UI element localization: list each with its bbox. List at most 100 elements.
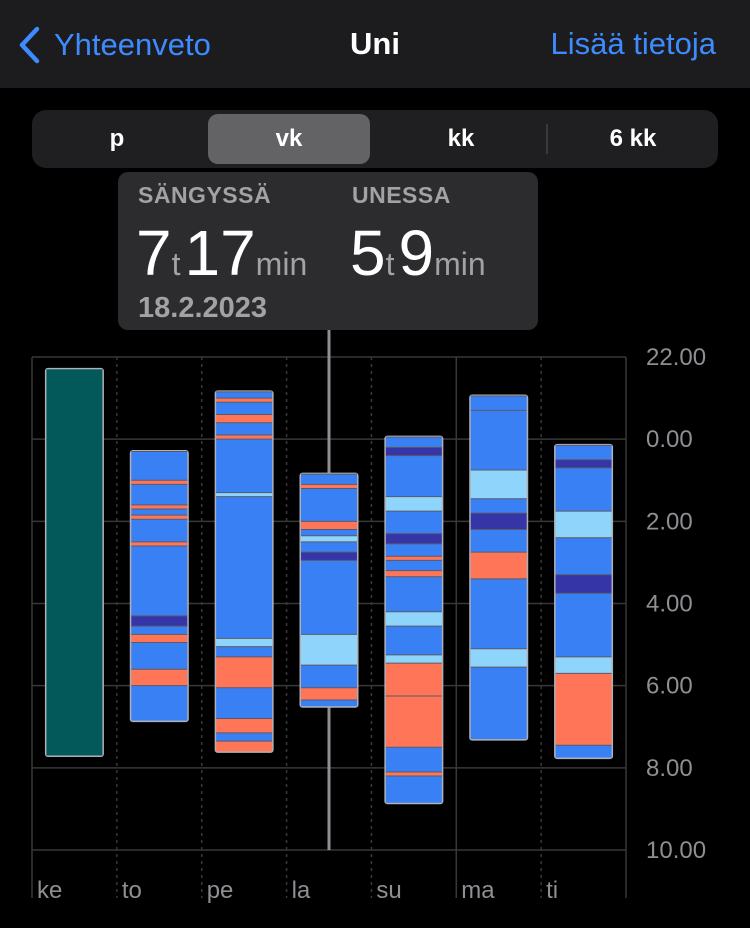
- sleep-stage-segment: [555, 467, 612, 512]
- sleep-stage-segment: [555, 574, 612, 594]
- sleep-stage-segment: [131, 480, 188, 485]
- asleep-hours: 5: [350, 217, 386, 289]
- minute-unit: min: [434, 246, 486, 282]
- sleep-stage-segment: [131, 509, 188, 516]
- sleep-stage-segment: [470, 396, 527, 411]
- sleep-stage-segment: [385, 654, 442, 664]
- sleep-stage-segment: [216, 422, 273, 436]
- sleep-stage-segment: [131, 451, 188, 481]
- period-segmented-control: p vk kk 6 kk: [32, 110, 718, 168]
- sleep-stage-segment: [216, 435, 273, 440]
- sleep-stage-segment: [131, 504, 188, 510]
- sleep-stage-segment: [46, 369, 103, 756]
- selected-date: 18.2.2023: [138, 292, 268, 324]
- page-title: Uni: [350, 26, 400, 61]
- sleep-stage-segment: [216, 492, 273, 497]
- sleep-stage-segment: [385, 496, 442, 512]
- sleep-stage-segment: [301, 535, 357, 542]
- sleep-stage-segment: [470, 667, 527, 740]
- sleep-stage-segment: [385, 533, 442, 544]
- segment-month[interactable]: kk: [447, 125, 475, 152]
- sleep-stage-segment: [385, 556, 442, 561]
- sleep-stage-segment: [301, 634, 357, 666]
- x-tick-label: pe: [207, 877, 234, 904]
- sleep-stage-segment: [131, 484, 188, 505]
- sleep-stage-segment: [216, 646, 273, 657]
- selection-tooltip: SÄNGYSSÄ 7 t 17 min UNESSA 5 t 9 min 18.…: [118, 172, 538, 330]
- minute-unit: min: [255, 246, 308, 282]
- sleep-stage-segment: [470, 648, 527, 668]
- sleep-stage-segment: [385, 437, 442, 448]
- in-bed-label: SÄNGYSSÄ: [138, 182, 272, 208]
- x-tick-label: su: [376, 877, 401, 904]
- asleep-minutes: 9: [398, 217, 435, 289]
- add-data-button[interactable]: Lisää tietoja: [550, 26, 716, 61]
- back-button[interactable]: Yhteenveto: [18, 24, 211, 66]
- sleep-stage-segment: [131, 541, 188, 546]
- sleep-stage-segment: [131, 615, 188, 627]
- sleep-stage-segment: [216, 656, 273, 688]
- sleep-stage-segment: [470, 513, 527, 530]
- sleep-stage-segment: [385, 447, 442, 456]
- y-tick-label: 8.00: [646, 755, 693, 782]
- sleep-stage-segment: [385, 626, 442, 655]
- segment-day[interactable]: p: [109, 125, 125, 152]
- sleep-stage-segment: [216, 741, 273, 752]
- x-tick-label: to: [122, 877, 142, 904]
- sleep-stage-segment: [301, 484, 357, 489]
- sleep-stage-segment: [301, 665, 357, 688]
- sleep-stage-segment: [216, 496, 273, 639]
- sleep-stage-segment: [555, 459, 612, 468]
- sleep-stage-segment: [131, 685, 188, 721]
- segment-six-months[interactable]: 6 kk: [609, 125, 657, 152]
- sleep-stage-segment: [216, 718, 273, 733]
- sleep-stage-segment: [131, 515, 188, 520]
- x-tick-label: ma: [461, 877, 495, 904]
- sleep-stage-segment: [301, 529, 357, 536]
- sleep-stage-segment: [301, 560, 357, 635]
- y-tick-label: 4.00: [646, 591, 693, 618]
- sleep-stage-segment: [555, 593, 612, 657]
- sleep-stage-segment: [301, 541, 357, 553]
- y-tick-label: 10.00: [646, 837, 706, 864]
- sleep-stage-segment: [385, 455, 442, 497]
- sleep-stage-segment: [216, 732, 273, 742]
- sleep-stage-segment: [470, 529, 527, 553]
- x-tick-label: ti: [546, 877, 558, 904]
- sleep-stage-segment: [385, 543, 442, 557]
- in-bed-value: 7 t 17 min: [136, 216, 311, 290]
- segment-week[interactable]: vk: [208, 114, 370, 164]
- sleep-stage-segment: [216, 439, 273, 493]
- sleep-stage-segment: [385, 576, 442, 612]
- sleep-stage-segment: [385, 771, 442, 777]
- segment-divider: [546, 124, 548, 154]
- sleep-stage-segment: [216, 391, 273, 399]
- sleep-stage-segment: [301, 700, 357, 707]
- chevron-left-icon: [19, 26, 40, 64]
- sleep-stage-segment: [131, 669, 188, 686]
- back-label: Yhteenveto: [54, 27, 211, 62]
- y-tick-label: 2.00: [646, 508, 693, 535]
- sleep-stage-segment: [216, 414, 273, 423]
- sleep-stage-segment: [301, 687, 357, 701]
- sleep-stage-segment: [385, 611, 442, 627]
- sleep-stage-segment: [216, 398, 273, 403]
- sleep-stage-segment: [555, 445, 612, 460]
- sleep-stage-segment: [131, 626, 188, 635]
- navigation-bar: Yhteenveto Uni Lisää tietoja: [0, 0, 750, 88]
- sleep-stage-segment: [385, 560, 442, 571]
- sleep-stage-segment: [131, 519, 188, 542]
- sleep-stage-segment: [470, 410, 527, 470]
- sleep-stage-segment: [470, 578, 527, 649]
- sleep-stage-segment: [216, 638, 273, 647]
- sleep-stage-segment: [385, 663, 442, 696]
- y-tick-label: 6.00: [646, 673, 693, 700]
- sleep-stage-segment: [131, 642, 188, 670]
- asleep-label: UNESSA: [352, 182, 451, 208]
- sleep-stage-segment: [385, 747, 442, 772]
- sleep-stage-segment: [216, 402, 273, 415]
- sleep-stage-segment: [470, 552, 527, 579]
- sleep-stage-segment: [555, 537, 612, 575]
- sleep-stage-segment: [301, 474, 357, 485]
